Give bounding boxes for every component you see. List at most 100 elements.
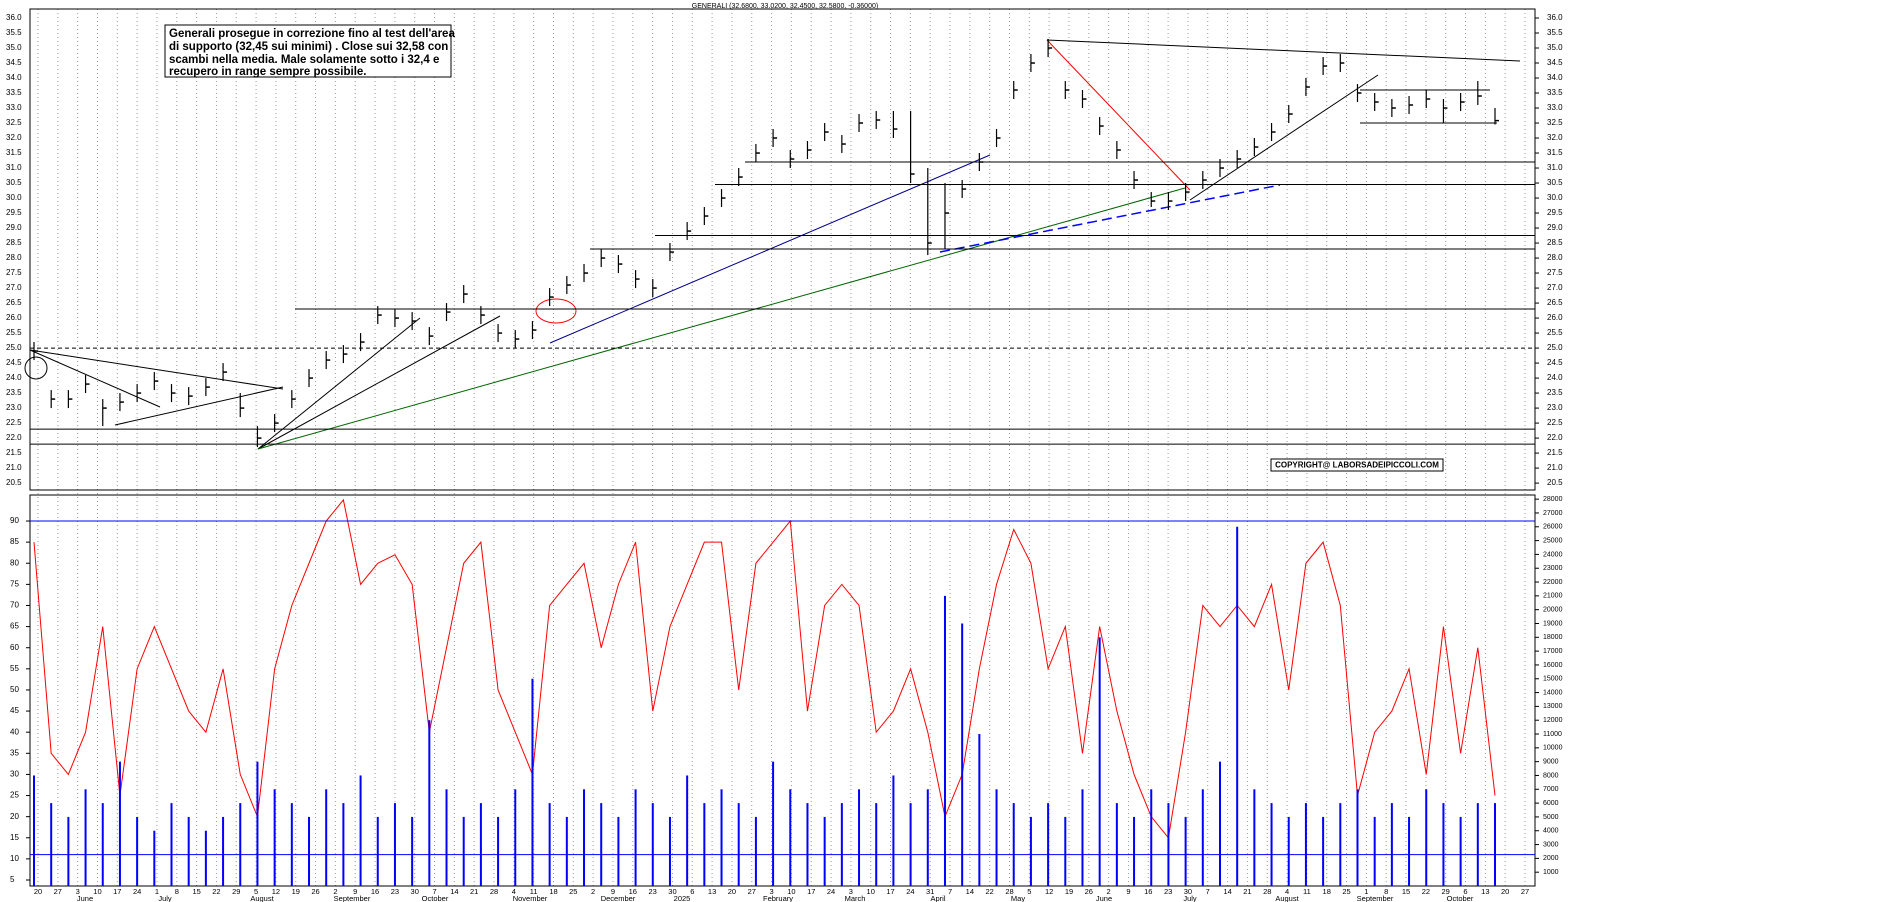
y-tick-label: 15 [10, 833, 19, 842]
date-tick-label: 16 [1144, 887, 1152, 896]
date-tick-label: 1 [155, 887, 159, 896]
volume-bar [50, 803, 53, 886]
y-tick-label: 29.5 [6, 208, 22, 217]
y-tick-label: 30 [10, 770, 19, 779]
date-tick-label: 7 [948, 887, 952, 896]
annotation-line: recupero in range sempre possibile. [169, 66, 366, 78]
y-tick-label: 26.5 [6, 298, 22, 307]
date-tick-label: 12 [1045, 887, 1053, 896]
volume-bar [1408, 816, 1411, 886]
y2-tick-label: 3000 [1543, 841, 1559, 848]
volume-bar [1494, 803, 1496, 886]
date-tick-label: 22 [1422, 887, 1430, 896]
date-tick-label: 3 [849, 887, 853, 896]
y-tick-label: 27.0 [1547, 283, 1563, 292]
trendline [257, 315, 501, 450]
y-tick-label: 40 [10, 727, 19, 736]
volume-bar [290, 803, 293, 886]
y2-tick-label: 27000 [1543, 510, 1563, 517]
date-tick-label: 21 [470, 887, 478, 896]
y2-tick-label: 14000 [1543, 689, 1563, 696]
y-tick-label: 26.0 [6, 313, 22, 322]
date-tick-label: 18 [549, 887, 557, 896]
indicator-panel [29, 494, 1536, 887]
month-label: April [930, 894, 945, 902]
y-tick-label: 33.5 [1547, 88, 1563, 97]
volume-bar [789, 789, 792, 886]
volume-bar [1304, 803, 1307, 886]
y-tick-label: 21.5 [6, 448, 22, 457]
y-tick-label: 27.0 [6, 283, 22, 292]
volume-bar [1201, 789, 1204, 886]
volume-bar [1476, 803, 1479, 886]
month-label: June [77, 894, 93, 902]
volume-bar [1081, 789, 1084, 886]
date-tick-label: 18 [1323, 887, 1331, 896]
y2-tick-label: 25000 [1543, 537, 1563, 544]
date-tick-label: 24 [906, 887, 914, 896]
volume-bar [1442, 803, 1445, 886]
date-tick-label: 27 [1521, 887, 1529, 896]
volume-bar [995, 789, 998, 886]
volume-bar [926, 789, 929, 886]
volume-bar [376, 816, 379, 886]
date-tick-label: 14 [1223, 887, 1231, 896]
copyright-box [1270, 458, 1444, 472]
y-tick-label: 90 [10, 516, 19, 525]
date-tick-label: 16 [629, 887, 637, 896]
volume-bar [651, 803, 654, 886]
y2-tick-label: 18000 [1543, 634, 1563, 641]
volume-bar [342, 803, 345, 886]
trendline [29, 349, 161, 408]
date-tick-label: 2 [591, 887, 595, 896]
volume-bar [772, 761, 775, 886]
y2-tick-label: 6000 [1543, 800, 1559, 807]
date-tick-label: 4 [1285, 887, 1289, 896]
volume-bar [101, 803, 104, 886]
y-tick-label: 29.5 [1547, 208, 1563, 217]
volume-bar [1064, 816, 1067, 886]
volume-bar [1270, 803, 1273, 886]
date-tick-label: 10 [93, 887, 101, 896]
date-tick-label: 21 [1243, 887, 1251, 896]
y-tick-label: 55 [10, 664, 19, 673]
y-tick-label: 34.5 [1547, 58, 1563, 67]
y-tick-label: 23.5 [1547, 388, 1563, 397]
volume-bar [634, 789, 637, 886]
volume-bar [118, 761, 121, 886]
y-tick-label: 22.5 [1547, 418, 1563, 427]
date-tick-label: 26 [311, 887, 319, 896]
date-tick-label: 15 [1402, 887, 1410, 896]
y-tick-label: 21.0 [6, 463, 22, 472]
y-tick-label: 24.5 [1547, 358, 1563, 367]
volume-bar [497, 816, 500, 886]
volume-bar [823, 816, 826, 886]
date-tick-label: 25 [569, 887, 577, 896]
volume-bar [1133, 816, 1136, 886]
y-tick-label: 36.0 [1547, 13, 1563, 22]
volume-bar [1236, 526, 1239, 886]
month-label: July [158, 894, 172, 902]
y2-tick-label: 10000 [1543, 745, 1563, 752]
volume-bar [617, 816, 620, 886]
volume-bar [583, 789, 586, 886]
month-label: March [845, 894, 866, 902]
y-tick-label: 50 [10, 685, 19, 694]
volume-bar [548, 803, 551, 886]
date-tick-label: 14 [966, 887, 974, 896]
y-tick-label: 35.0 [6, 43, 22, 52]
volume-bar [565, 816, 568, 886]
month-label: August [250, 894, 274, 902]
y-tick-label: 28.0 [1547, 253, 1563, 262]
month-label: November [513, 894, 548, 902]
trendline [114, 386, 284, 426]
marks-layer [30, 39, 1535, 886]
y-tick-label: 28.5 [1547, 238, 1563, 247]
date-tick-label: 28 [1005, 887, 1013, 896]
annotation-box [164, 24, 452, 78]
date-tick-label: 20 [34, 887, 42, 896]
y2-tick-label: 24000 [1543, 551, 1563, 558]
y-tick-label: 25.0 [6, 343, 22, 352]
volume-bar [393, 803, 396, 886]
